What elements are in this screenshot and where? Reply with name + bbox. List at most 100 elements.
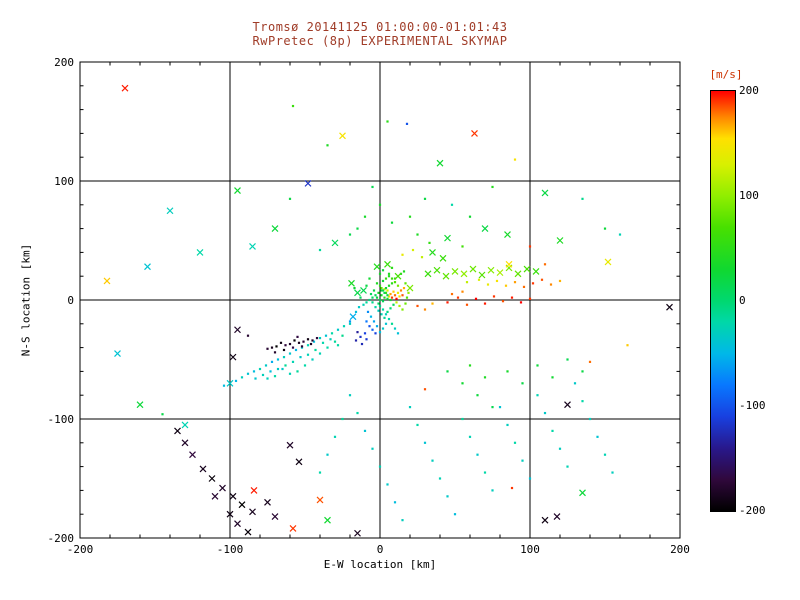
scatter-point-dot bbox=[378, 465, 382, 468]
scatter-point-x bbox=[471, 129, 478, 137]
scatter-point-dot bbox=[492, 295, 496, 298]
scatter-point-dot bbox=[333, 340, 337, 343]
scatter-point-dot bbox=[393, 501, 397, 504]
x-tick-label: -200 bbox=[66, 543, 94, 556]
scatter-point-dot bbox=[294, 348, 298, 352]
scatter-point-dot bbox=[258, 367, 262, 371]
scatter-point-dot bbox=[551, 376, 554, 379]
scatter-point-dot bbox=[446, 301, 449, 304]
scatter-point-x bbox=[249, 243, 256, 250]
scatter-point-dot bbox=[389, 298, 392, 302]
scatter-point-dot bbox=[273, 351, 277, 354]
scatter-point-x bbox=[199, 465, 207, 473]
scatter-point-x bbox=[181, 439, 189, 447]
scatter-point-dot bbox=[300, 345, 304, 348]
scatter-point-dot bbox=[378, 203, 382, 206]
scatter-point-dot bbox=[558, 279, 562, 283]
scatter-point-dot bbox=[386, 310, 389, 313]
scatter-point-dot bbox=[324, 334, 328, 337]
scatter-point-dot bbox=[522, 285, 526, 289]
scatter-point-x bbox=[324, 516, 331, 524]
scatter-point-dot bbox=[446, 495, 449, 498]
scatter-point-x bbox=[295, 458, 303, 466]
scatter-point-dot bbox=[303, 364, 307, 367]
scatter-point-dot bbox=[588, 360, 592, 363]
scatter-point-dot bbox=[386, 120, 389, 123]
scatter-point-x bbox=[103, 277, 111, 285]
scatter-point-dot bbox=[302, 340, 305, 343]
scatter-point-dot bbox=[266, 377, 269, 380]
scatter-point-x bbox=[339, 132, 346, 140]
scatter-point-dot bbox=[374, 306, 377, 309]
scatter-point-dot bbox=[390, 296, 394, 299]
scatter-point-x bbox=[271, 225, 279, 233]
scatter-point-dot bbox=[380, 287, 383, 290]
scatter-point-dot bbox=[254, 377, 257, 380]
scatter-point-dot bbox=[387, 295, 391, 298]
scatter-point-dot bbox=[536, 394, 539, 397]
scatter-point-x bbox=[211, 492, 219, 500]
colorbar-tick-label: 100 bbox=[739, 189, 759, 202]
scatter-point-dot bbox=[309, 342, 313, 346]
scatter-point-x bbox=[354, 289, 361, 297]
colorbar-tick-label: 200 bbox=[739, 84, 759, 97]
scatter-point-dot bbox=[374, 294, 377, 297]
scatter-point-dot bbox=[404, 302, 407, 305]
scatter-point-dot bbox=[270, 346, 274, 349]
scatter-point-dot bbox=[603, 453, 607, 456]
scatter-point-dot bbox=[540, 278, 544, 281]
scatter-point-dot bbox=[506, 423, 509, 427]
scatter-point-dot bbox=[477, 278, 481, 281]
scatter-point-dot bbox=[423, 197, 427, 200]
scatter-point-dot bbox=[353, 287, 356, 290]
scatter-point-x bbox=[469, 265, 477, 273]
scatter-point-dot bbox=[543, 411, 547, 415]
scatter-point-dot bbox=[279, 341, 283, 344]
scatter-point-dot bbox=[374, 332, 377, 335]
scatter-point-dot bbox=[483, 376, 487, 379]
y-tick-label: 100 bbox=[54, 175, 74, 188]
scatter-point-dot bbox=[368, 277, 371, 280]
scatter-point-dot bbox=[519, 301, 523, 304]
scatter-point-x bbox=[196, 248, 204, 256]
scatter-point-dot bbox=[363, 215, 367, 218]
scatter-point-dot bbox=[558, 447, 562, 450]
scatter-point-dot bbox=[498, 406, 502, 409]
scatter-point-dot bbox=[354, 339, 358, 342]
scatter-point-dot bbox=[573, 382, 577, 385]
scatter-point-dot bbox=[416, 233, 419, 236]
scatter-point-dot bbox=[468, 364, 472, 367]
scatter-point-dot bbox=[348, 233, 352, 236]
y-axis-label: N-S location [km] bbox=[19, 243, 33, 357]
scatter-point-dot bbox=[261, 373, 265, 377]
scatter-point-x bbox=[429, 248, 436, 256]
scatter-point-dot bbox=[356, 331, 359, 334]
scatter-point-dot bbox=[423, 308, 427, 311]
scatter-point-dot bbox=[390, 282, 394, 285]
scatter-point-dot bbox=[395, 297, 398, 300]
scatter-point-x bbox=[226, 510, 234, 518]
scatter-point-x bbox=[136, 401, 144, 409]
scatter-point-x bbox=[114, 350, 121, 357]
scatter-point-dot bbox=[387, 284, 391, 287]
scatter-point-x bbox=[564, 401, 571, 409]
scatter-point-dot bbox=[423, 441, 427, 444]
scatter-point-x bbox=[433, 266, 441, 274]
scatter-point-dot bbox=[381, 327, 385, 330]
scatter-point-dot bbox=[393, 294, 397, 297]
scatter-point-dot bbox=[390, 266, 394, 269]
scatter-point-dot bbox=[380, 313, 383, 316]
x-tick-label: 0 bbox=[376, 543, 384, 556]
scatter-point-dot bbox=[378, 284, 382, 287]
scatter-point-dot bbox=[392, 290, 395, 293]
scatter-point-dot bbox=[381, 300, 385, 303]
scatter-point-dot bbox=[336, 344, 340, 347]
scatter-point-dot bbox=[428, 241, 431, 244]
scatter-point-dot bbox=[528, 297, 532, 300]
scatter-point-dot bbox=[588, 417, 592, 421]
scatter-point-dot bbox=[401, 308, 404, 311]
scatter-point-dot bbox=[390, 322, 394, 325]
scatter-point-dot bbox=[381, 279, 385, 283]
scatter-point-x bbox=[229, 492, 237, 500]
